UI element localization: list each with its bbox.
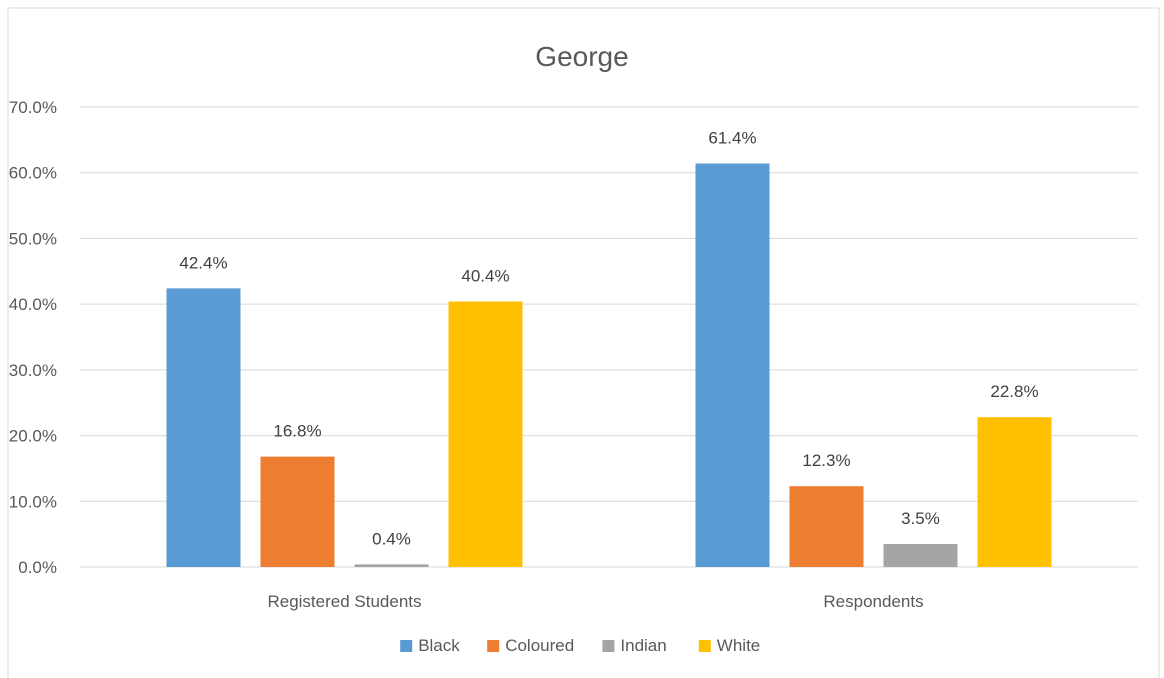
y-tick-label: 0.0%	[18, 558, 57, 577]
data-label: 0.4%	[372, 529, 411, 548]
legend-swatch-white	[698, 640, 711, 652]
gridlines	[80, 106, 1138, 568]
legend-swatch-coloured	[487, 640, 500, 652]
bar-coloured	[789, 486, 864, 567]
chart-title: George	[535, 41, 628, 72]
data-labels: 42.4% 16.8% 0.4% 40.4% 61.4% 12.3% 3.5% 22.8%	[179, 129, 1038, 549]
x-category-label: Respondents	[823, 592, 923, 611]
legend-swatch-indian	[602, 640, 615, 652]
bar-white	[448, 301, 523, 567]
y-tick-label: 10.0%	[9, 492, 57, 511]
y-tick-label: 30.0%	[9, 361, 57, 380]
data-label: 22.8%	[990, 382, 1038, 401]
x-category-label: Registered Students	[267, 592, 421, 611]
data-label: 61.4%	[708, 129, 756, 148]
bar-indian	[354, 564, 429, 567]
legend-label: Indian	[620, 636, 666, 655]
x-axis-categories: Registered Students Respondents	[267, 592, 923, 611]
data-label: 16.8%	[273, 422, 321, 441]
legend-label: Coloured	[505, 636, 574, 655]
legend-label: White	[717, 636, 760, 655]
data-label: 12.3%	[802, 451, 850, 470]
legend-label: Black	[418, 636, 460, 655]
y-tick-label: 70.0%	[9, 98, 57, 117]
data-label: 40.4%	[461, 267, 509, 286]
y-axis-ticks: 0.0% 10.0% 20.0% 30.0% 40.0% 50.0% 60.0% 70.0%	[9, 98, 57, 577]
legend-swatch-black	[400, 640, 413, 652]
bar-black	[166, 288, 241, 567]
y-tick-label: 60.0%	[9, 164, 57, 183]
bar-coloured	[260, 456, 335, 567]
bar-black	[695, 163, 770, 567]
y-tick-label: 20.0%	[9, 427, 57, 446]
bar-white	[977, 417, 1052, 567]
bar-indian	[883, 544, 958, 567]
y-tick-label: 40.0%	[9, 295, 57, 314]
data-label: 3.5%	[901, 509, 940, 528]
legend: Black Coloured Indian White	[400, 636, 760, 655]
bars	[166, 163, 1052, 567]
data-label: 42.4%	[179, 253, 227, 272]
y-tick-label: 50.0%	[9, 229, 57, 248]
